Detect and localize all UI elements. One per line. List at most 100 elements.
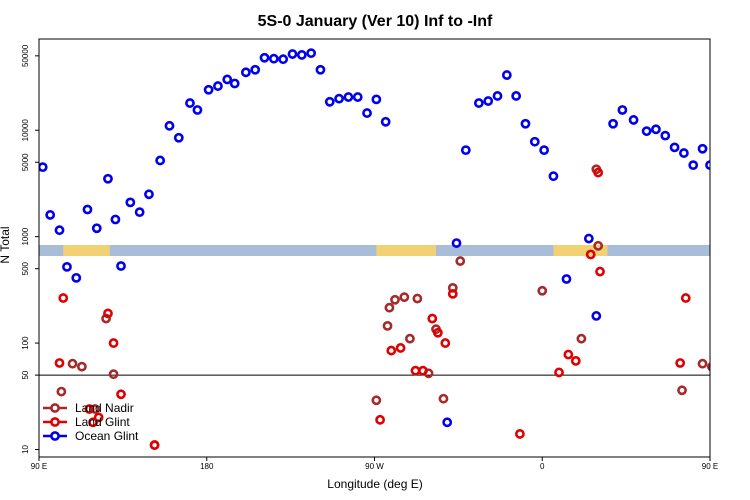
ocean-glint-point	[697, 143, 708, 154]
land-nadir-point	[384, 302, 395, 313]
land-glint-point	[514, 429, 525, 439]
land-glint-point	[447, 288, 458, 299]
ocean-glint-point	[641, 126, 652, 137]
land-nadir-point	[537, 285, 548, 296]
land-nadir-point	[593, 240, 604, 251]
land-map-strip	[39, 245, 710, 256]
ocean-glint-point	[185, 98, 195, 108]
ocean-glint-point	[716, 211, 723, 218]
ocean-glint-point	[134, 207, 145, 218]
ocean-glint-point	[173, 132, 184, 143]
ocean-glint-point	[192, 105, 203, 115]
ocean-glint-point	[539, 145, 550, 156]
land-glint-point	[427, 313, 438, 324]
ocean-glint-point	[324, 96, 335, 107]
land-glint-point	[680, 293, 691, 303]
ocean-glint-point	[259, 52, 270, 63]
ocean-glint-point	[742, 274, 749, 281]
ocean-glint-point	[222, 74, 233, 85]
ocean-glint-point	[164, 120, 175, 131]
land-nadir-point	[697, 358, 708, 369]
ocean-glint-point	[451, 238, 462, 248]
ocean-glint-point	[529, 136, 540, 147]
ocean-glint-point	[45, 210, 56, 220]
ocean-glint-point	[250, 64, 261, 75]
ocean-glint-point	[62, 261, 72, 272]
ocean-glint-point	[731, 264, 738, 271]
data-points	[39, 48, 749, 450]
land-nadir-point	[677, 385, 687, 396]
y-tick-label: 1000	[21, 227, 30, 245]
land-glint-point	[84, 404, 95, 414]
ocean-glint-point	[110, 214, 121, 225]
land-glint-point	[729, 414, 736, 421]
land-glint-point	[108, 338, 119, 348]
ocean-glint-point	[371, 94, 382, 105]
ocean-glint-point	[71, 272, 82, 283]
ocean-glint-point	[380, 116, 391, 127]
land-nadir-point	[382, 320, 393, 331]
land-nadir-point	[76, 361, 87, 372]
land-glint-point	[395, 343, 406, 353]
ocean-glint-point	[591, 311, 602, 321]
land-glint-point	[595, 266, 605, 277]
ocean-glint-point	[688, 160, 699, 171]
ocean-glint-point	[660, 130, 671, 141]
ocean-glint-point	[116, 261, 126, 271]
land-nadir-point	[732, 315, 739, 322]
ocean-glint-point	[125, 197, 136, 208]
land-glint-point	[54, 358, 65, 368]
ocean-glint-point	[82, 204, 93, 215]
ocean-glint-point	[54, 225, 65, 236]
land-glint-point	[563, 349, 574, 360]
legend-label-ocean-glint: Ocean Glint	[75, 429, 139, 443]
legend-marker-land-nadir	[50, 403, 60, 413]
legend-marker-land-glint	[50, 417, 60, 427]
ocean-glint-point	[343, 92, 354, 102]
land-band	[376, 245, 437, 256]
legend-marker-ocean-glint	[50, 431, 60, 441]
ocean-glint-point	[608, 118, 618, 129]
x-axis: 90 E 180 90 W 0 90 E	[31, 457, 718, 471]
land-glint-point	[93, 412, 104, 423]
x-tick-label: 0	[540, 462, 545, 471]
land-glint-point	[593, 167, 604, 178]
ocean-glint-point	[561, 274, 572, 284]
ocean-glint-point	[669, 142, 680, 153]
land-band	[63, 245, 110, 256]
land-glint-point	[418, 365, 428, 376]
land-nadir-point	[405, 333, 415, 344]
ocean-glint-point	[679, 148, 689, 158]
y-tick-label: 50000	[21, 44, 30, 67]
ocean-glint-point	[520, 118, 531, 129]
ocean-glint-point	[628, 115, 639, 125]
y-tick-label: 10	[21, 444, 30, 453]
x-tick-label: 90 E	[31, 462, 47, 471]
ocean-glint-point	[492, 91, 503, 101]
land-glint-point	[675, 358, 686, 368]
ocean-glint-point	[268, 53, 279, 64]
land-glint-point	[716, 405, 723, 412]
land-glint-point	[410, 365, 421, 376]
ocean-glint-point	[315, 64, 326, 75]
land-nadir-point	[455, 256, 466, 266]
ocean-glint-point	[213, 81, 223, 91]
ocean-glint-point	[705, 160, 710, 171]
ocean-band	[39, 245, 710, 256]
ocean-glint-point	[229, 78, 240, 89]
land-nadir-point	[371, 395, 382, 406]
ocean-glint-point	[39, 162, 48, 173]
y-tick-label: 5000	[21, 153, 30, 171]
legend-label-land-glint: Land Glint	[75, 415, 130, 429]
ocean-glint-point	[460, 145, 471, 156]
land-glint-point	[736, 310, 743, 317]
land-glint-point	[116, 389, 126, 400]
ocean-glint-point	[583, 233, 594, 244]
ocean-glint-point	[723, 227, 730, 234]
ocean-glint-point	[483, 96, 494, 106]
land-nadir-point	[56, 386, 67, 397]
y-tick-label: 500	[21, 261, 30, 275]
